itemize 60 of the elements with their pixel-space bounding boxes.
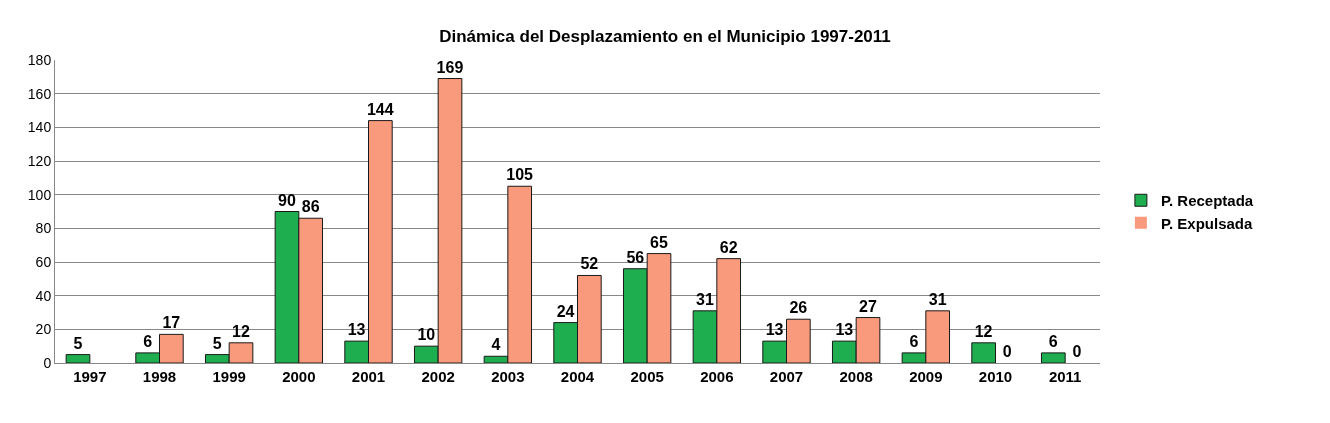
data-label: 10 <box>417 326 436 344</box>
data-label: 26 <box>789 299 808 317</box>
x-tick-label: 2008 <box>839 368 873 385</box>
data-label: 62 <box>719 238 738 256</box>
data-label: 144 <box>366 100 394 118</box>
x-tick-label: 2006 <box>700 368 734 385</box>
y-tick-label: 120 <box>27 152 52 169</box>
x-tick-label: 2003 <box>491 368 525 385</box>
data-label: 13 <box>347 321 366 339</box>
data-label: 52 <box>580 255 599 273</box>
y-tick-label: 160 <box>27 85 52 102</box>
data-label: 105 <box>506 166 534 184</box>
legend-label: P. Expulsada <box>1160 214 1253 232</box>
data-label: 4 <box>491 336 501 354</box>
x-tick-label: 1997 <box>73 368 107 385</box>
data-label: 31 <box>696 290 714 308</box>
data-label: 65 <box>650 233 668 251</box>
data-label: 31 <box>928 290 947 308</box>
chart-title: Dinámica del Desplazamiento en el Municipio 1997-2011 <box>439 26 891 46</box>
data-label: 17 <box>162 314 181 332</box>
data-label: 6 <box>909 332 919 350</box>
x-tick-label: 2002 <box>421 368 455 385</box>
y-tick-label: 0 <box>43 354 52 371</box>
data-label: 90 <box>278 191 296 209</box>
data-label: 27 <box>859 297 877 315</box>
y-tick-label: 80 <box>35 220 52 237</box>
data-label: 0 <box>1072 343 1082 360</box>
y-tick-label: 60 <box>35 253 52 270</box>
x-tick-label: 2007 <box>769 368 804 385</box>
data-label: 5 <box>73 334 83 352</box>
data-label: 86 <box>301 198 320 216</box>
y-tick-label: 100 <box>27 186 52 203</box>
data-label: 6 <box>143 332 153 350</box>
data-label: 13 <box>765 321 784 339</box>
y-tick-label: 20 <box>35 321 52 338</box>
x-tick-label: 1999 <box>212 368 246 385</box>
x-tick-label: 2004 <box>560 368 595 385</box>
x-tick-label: 1998 <box>142 368 177 385</box>
bar <box>65 354 91 363</box>
x-tick-label: 2009 <box>909 368 943 385</box>
x-tick-label: 2010 <box>978 368 1013 385</box>
y-tick-label: 40 <box>35 287 52 304</box>
x-tick-label: 2000 <box>282 368 316 385</box>
y-tick-label: 180 <box>27 51 52 68</box>
bar <box>971 342 996 363</box>
data-label: 169 <box>436 58 464 76</box>
data-label: 12 <box>974 322 993 340</box>
data-label: 5 <box>212 334 222 352</box>
data-label: 56 <box>626 248 645 266</box>
x-tick-label: 2005 <box>630 368 664 385</box>
x-tick-label: 2001 <box>351 368 386 385</box>
legend-label: P. Receptada <box>1160 192 1254 210</box>
data-label: 24 <box>556 302 575 320</box>
data-label: 13 <box>835 321 854 339</box>
data-label: 0 <box>1002 343 1012 360</box>
x-tick-label: 2011 <box>1048 368 1082 385</box>
y-tick-label: 140 <box>27 119 52 136</box>
bar <box>1040 352 1066 363</box>
data-label: 6 <box>1048 332 1058 350</box>
data-label: 12 <box>232 322 250 340</box>
